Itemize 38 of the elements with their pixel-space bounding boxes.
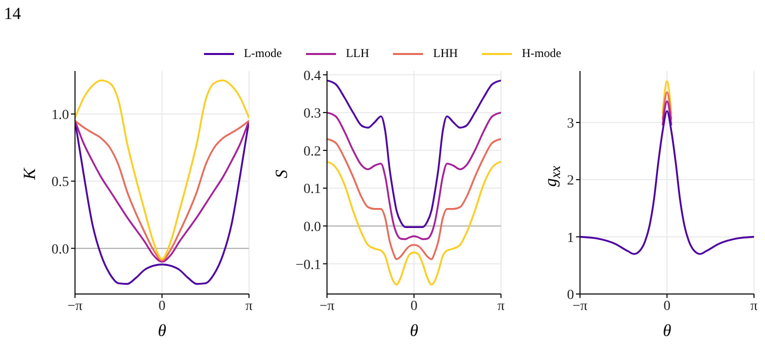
y-tick-label: 0.4 xyxy=(304,68,321,84)
y-tick-label: 0.2 xyxy=(304,144,321,160)
x-tick-label: π xyxy=(750,298,758,314)
x-tick-label: 0 xyxy=(664,298,670,314)
x-axis-title: θ xyxy=(662,321,672,341)
line-series xyxy=(75,80,249,260)
y-axis-title: S xyxy=(272,168,292,180)
line-series xyxy=(327,112,501,240)
legend-label: H-mode xyxy=(522,46,562,61)
x-tick-label: −π xyxy=(320,298,334,314)
y-tick-label: 2 xyxy=(567,174,574,189)
x-tick-label: π xyxy=(497,298,505,314)
x-tick-label: 0 xyxy=(410,298,418,314)
legend-label: L-mode xyxy=(244,46,282,61)
x-tick-label: π xyxy=(245,298,253,314)
line-series xyxy=(580,110,754,255)
y-axis-title: K xyxy=(20,166,40,182)
x-tick-label: −π xyxy=(68,298,82,314)
y-tick-label: −0.1 xyxy=(296,258,321,273)
x-tick-label: −π xyxy=(572,298,588,314)
x-tick-label: 0 xyxy=(158,298,166,314)
y-tick-label: 0.3 xyxy=(304,106,321,122)
legend-label: LHH xyxy=(433,46,458,61)
x-axis-title: θ xyxy=(408,321,420,341)
y-tick-label: 0.5 xyxy=(52,175,69,190)
y-tick-label: 1.0 xyxy=(52,108,69,123)
y-tick-label: 0.0 xyxy=(52,242,69,258)
y-tick-label: 3 xyxy=(567,116,574,132)
y-tick-label: 0 xyxy=(567,288,574,303)
y-tick-label: 0.1 xyxy=(304,182,321,198)
legend-label: LLH xyxy=(346,46,370,61)
y-tick-label: 1 xyxy=(567,230,574,246)
line-series xyxy=(327,138,501,260)
x-axis-title: θ xyxy=(156,321,168,341)
text: 14 xyxy=(4,4,21,24)
y-tick-label: 0.0 xyxy=(304,220,321,235)
line-series xyxy=(327,80,501,228)
line-series xyxy=(327,160,501,286)
